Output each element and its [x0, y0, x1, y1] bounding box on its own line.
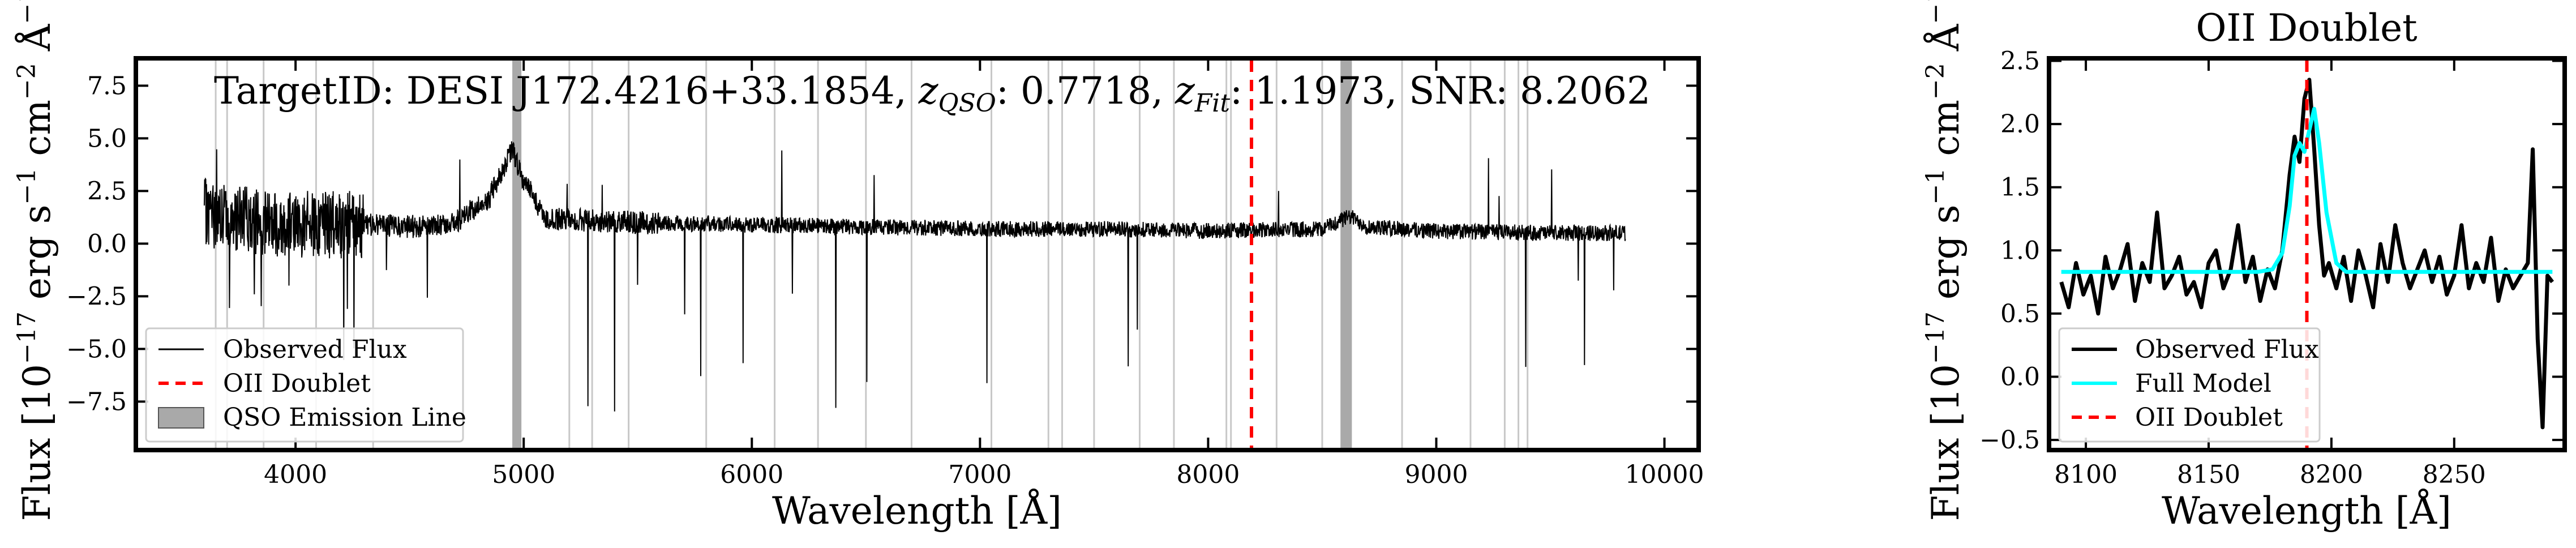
zoom-full-model-line [2061, 106, 2553, 274]
observed-flux-line [203, 141, 1626, 412]
legend-observed-flux-label: Observed Flux [223, 335, 407, 364]
right-chart-title: OII Doublet [2196, 6, 2417, 50]
left-y-tick-label: −7.5 [66, 387, 127, 416]
left-y-tick-label: 0.0 [87, 229, 127, 258]
right-x-tick-label: 8100 [2054, 460, 2118, 489]
left-y-tick-label: 2.5 [87, 177, 127, 206]
zoom-series [2059, 78, 2554, 430]
left-x-tick-label: 4000 [264, 460, 327, 489]
left-y-tick-label: 7.5 [87, 71, 127, 100]
oii-zoom-panel: 8100 8150 8200 8250 −0.50.00.51.01.52.02.5 … [1921, 0, 2567, 533]
right-y-ticks: −0.5 0.0 0.5 1.0 1.5 2.0 2.5 [1979, 46, 2565, 455]
left-y-tick-label: −2.5 [66, 282, 127, 311]
right-x-axis-label: Wavelength [Å] [2162, 489, 2451, 533]
left-x-tick-label: 6000 [720, 460, 783, 489]
observed-flux-series [203, 141, 1626, 412]
left-y-ticks: −7.5 −5.0 −2.5 0.0 2.5 5.0 7.5 [66, 71, 1699, 416]
left-y-axis-label: Flux [10−17 erg s−1 cm−2 Å−1 [12, 0, 59, 521]
left-x-tick-label: 7000 [948, 460, 1011, 489]
right-legend-box [2058, 327, 2321, 443]
left-x-tick-label: 9000 [1404, 460, 1468, 489]
zoom-legend-observed-flux-label: Observed Flux [2135, 335, 2319, 364]
legend-oii-doublet-label: OII Doublet [223, 369, 371, 398]
left-axes-frame [134, 56, 1701, 452]
right-y-tick-label: 2.5 [2000, 46, 2040, 75]
right-x-tick-label: 8250 [2423, 460, 2486, 489]
right-x-tick-label: 8200 [2300, 460, 2363, 489]
right-legend: Observed Flux Full Model OII Doublet [2058, 327, 2321, 443]
left-legend: Observed Flux OII Doublet QSO Emission L… [145, 327, 466, 443]
left-x-axis-label: Wavelength [Å] [772, 489, 1062, 533]
right-y-tick-label: 1.0 [2000, 236, 2040, 265]
right-y-tick-label: 0.0 [2000, 363, 2040, 392]
left-y-tick-label: 5.0 [87, 124, 127, 153]
left-y-tick-label: −5.0 [66, 335, 127, 363]
full-spectrum-panel: 4000 5000 6000 7000 8000 9000 10000 −7.5 −5.0 −2… [12, 0, 1704, 533]
left-x-tick-label: 10000 [1625, 460, 1704, 489]
right-y-tick-label: 0.5 [2000, 299, 2040, 328]
left-x-tick-label: 8000 [1176, 460, 1240, 489]
right-axes-frame [2047, 56, 2567, 452]
left-chart-title: TargetID: DESI J172.4216+33.1854, zQSO: … [214, 69, 1651, 118]
qso-emission-band-1 [1340, 61, 1352, 448]
right-y-tick-label: 1.5 [2000, 173, 2040, 202]
left-x-ticks: 4000 5000 6000 7000 8000 9000 10000 [264, 58, 1704, 489]
right-x-tick-label: 8150 [2177, 460, 2240, 489]
legend-qso-emission-label: QSO Emission Line [223, 403, 466, 432]
zoom-legend-oii-doublet-label: OII Doublet [2135, 403, 2283, 432]
legend-qso-emission-swatch [158, 407, 204, 429]
right-y-tick-label: 2.0 [2000, 110, 2040, 139]
right-y-axis-label: Flux [10−17 erg s−1 cm−2 Å−1 [1921, 0, 1968, 521]
qso-emission-band-0 [512, 61, 522, 448]
left-x-tick-label: 5000 [492, 460, 555, 489]
right-y-tick-label: −0.5 [1979, 426, 2040, 455]
zoom-legend-full-model-label: Full Model [2135, 369, 2271, 398]
left-legend-box [145, 327, 464, 443]
right-x-ticks: 8100 8150 8200 8250 [2054, 58, 2486, 489]
